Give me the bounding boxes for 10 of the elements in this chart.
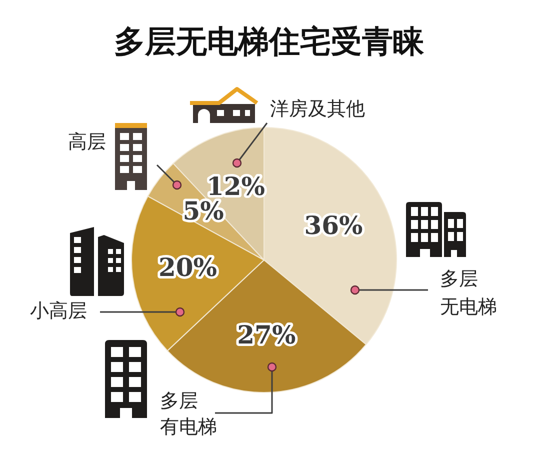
data-label: 20% [158,253,218,282]
data-label: 36% [304,210,364,240]
slice-label: 洋房及其他 [270,98,365,120]
data-label: 12% [206,172,266,202]
slice-label: 多层无电梯 [440,268,497,318]
chart-title: 多层无电梯住宅受青睐 [114,24,425,60]
data-label: 27% [237,320,296,350]
slice-label: 高层 [68,130,106,153]
slice-label: 多层有电梯 [160,390,217,438]
slice-label: 小高层 [30,300,87,322]
